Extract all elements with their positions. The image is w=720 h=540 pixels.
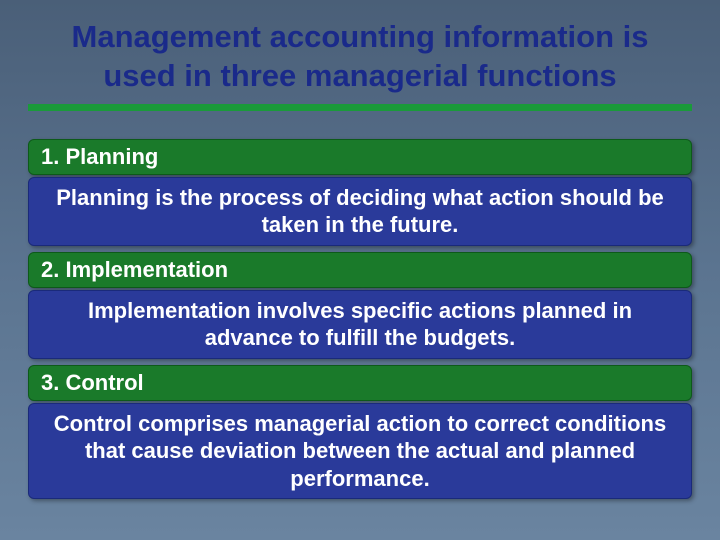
section-body-1: Planning is the process of deciding what… bbox=[28, 177, 692, 246]
title-underline bbox=[28, 104, 692, 111]
section-body-3: Control comprises managerial action to c… bbox=[28, 403, 692, 500]
section-body-2: Implementation involves specific actions… bbox=[28, 290, 692, 359]
slide-title: Management accounting information is use… bbox=[28, 18, 692, 96]
section-header-3: 3. Control bbox=[28, 365, 692, 401]
section-header-1: 1. Planning bbox=[28, 139, 692, 175]
section-header-2: 2. Implementation bbox=[28, 252, 692, 288]
slide-container: Management accounting information is use… bbox=[0, 0, 720, 540]
